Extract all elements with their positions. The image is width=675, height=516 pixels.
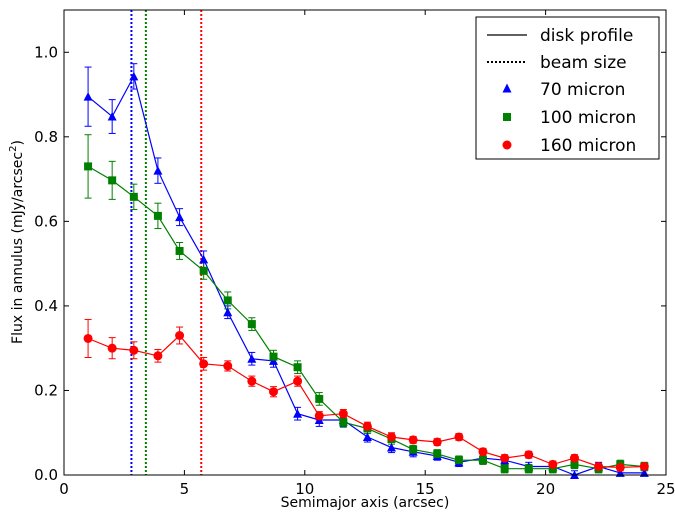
data-point-70-micron [362, 432, 372, 441]
y-tick-label: 0.4 [34, 297, 58, 315]
data-point-160-micron [293, 376, 303, 386]
data-point-70-micron [199, 254, 209, 264]
data-point-100-micron [524, 464, 533, 473]
y-tick-label: 0.8 [34, 128, 58, 146]
data-point-160-micron [386, 432, 396, 442]
legend-70-micron-label: 70 micron [540, 80, 625, 100]
y-axis-label: Flux in annulus (mJy/arcsec2) [8, 140, 26, 344]
data-point-160-micron [314, 411, 324, 421]
y-tick-label: 1.0 [34, 43, 58, 61]
data-point-100-micron [293, 363, 302, 372]
legend-100-micron-label: 100 micron [540, 108, 636, 128]
data-point-160-micron [223, 361, 233, 371]
data-point-100-micron [84, 162, 93, 171]
data-point-100-micron [339, 418, 348, 427]
data-point-160-micron [153, 351, 163, 361]
data-point-70-micron [83, 92, 93, 101]
legend-160-micron-label: 160 micron [540, 136, 636, 156]
data-point-160-micron [129, 345, 139, 355]
data-point-160-micron [175, 331, 185, 340]
legend: disk profile beam size 70 micron 100 mic… [475, 16, 660, 160]
data-point-160-micron [594, 462, 604, 472]
data-point-70-micron [129, 71, 139, 81]
data-point-160-micron [408, 435, 418, 445]
data-point-100-micron [454, 456, 463, 465]
data-point-100-micron [153, 211, 162, 220]
data-point-100-micron [433, 449, 442, 458]
data-point-100-micron [269, 352, 278, 361]
data-point-160-micron [83, 333, 93, 343]
x-tick-label: 5 [180, 480, 190, 498]
x-axis-label: Semimajor axis (arcsec) [281, 495, 450, 511]
y-tick-label: 0.2 [34, 381, 58, 399]
data-point-160-micron [615, 462, 625, 472]
y-tick-label: 0.0 [34, 466, 58, 484]
data-point-100-micron [570, 460, 579, 469]
data-markers [83, 71, 649, 479]
data-point-160-micron [500, 453, 510, 463]
legend-disk-profile-label: disk profile [540, 26, 633, 46]
data-point-160-micron [268, 387, 278, 397]
data-point-70-micron [247, 354, 257, 363]
x-tick-label: 0 [59, 480, 69, 498]
data-point-70-micron [386, 443, 396, 452]
data-point-160-micron [569, 453, 579, 463]
data-point-70-micron [175, 212, 185, 222]
legend-70-micron-marker [502, 83, 512, 93]
data-point-160-micron [199, 359, 209, 369]
y-tick-label: 0.6 [34, 212, 58, 230]
legend-100-micron-marker [503, 113, 511, 121]
data-point-70-micron [223, 307, 233, 317]
data-point-160-micron [524, 450, 534, 460]
data-point-160-micron [107, 343, 117, 353]
data-point-100-micron [223, 296, 232, 305]
data-point-160-micron [639, 462, 649, 472]
x-axis-ticks: 0 5 10 15 20 25 [59, 10, 675, 498]
data-point-100-micron [478, 456, 487, 465]
data-point-100-micron [247, 320, 256, 329]
data-point-100-micron [175, 246, 184, 255]
data-point-160-micron [247, 376, 257, 386]
data-point-70-micron [107, 112, 117, 121]
data-point-100-micron [500, 464, 509, 473]
data-point-160-micron [548, 459, 558, 469]
data-point-160-micron [338, 409, 348, 419]
x-tick-label: 20 [536, 480, 555, 498]
y-axis-ticks: 0.0 0.2 0.4 0.6 0.8 1.0 [34, 43, 666, 484]
x-tick-label: 15 [416, 480, 435, 498]
data-point-160-micron [478, 447, 488, 457]
data-point-160-micron [432, 437, 442, 447]
data-point-100-micron [409, 445, 418, 454]
data-point-100-micron [129, 192, 138, 201]
data-point-100-micron [199, 266, 208, 275]
data-point-160-micron [454, 432, 464, 442]
data-point-70-micron [153, 166, 163, 175]
x-tick-label: 10 [295, 480, 314, 498]
data-point-70-micron [293, 409, 303, 418]
beam-lines [130, 10, 203, 475]
legend-beam-size-label: beam size [540, 53, 627, 73]
data-point-160-micron [362, 421, 372, 431]
data-point-100-micron [315, 394, 324, 403]
plot-frame [63, 9, 667, 476]
x-tick-label: 25 [656, 480, 675, 498]
data-point-100-micron [108, 176, 117, 185]
legend-160-micron-marker [502, 140, 512, 150]
